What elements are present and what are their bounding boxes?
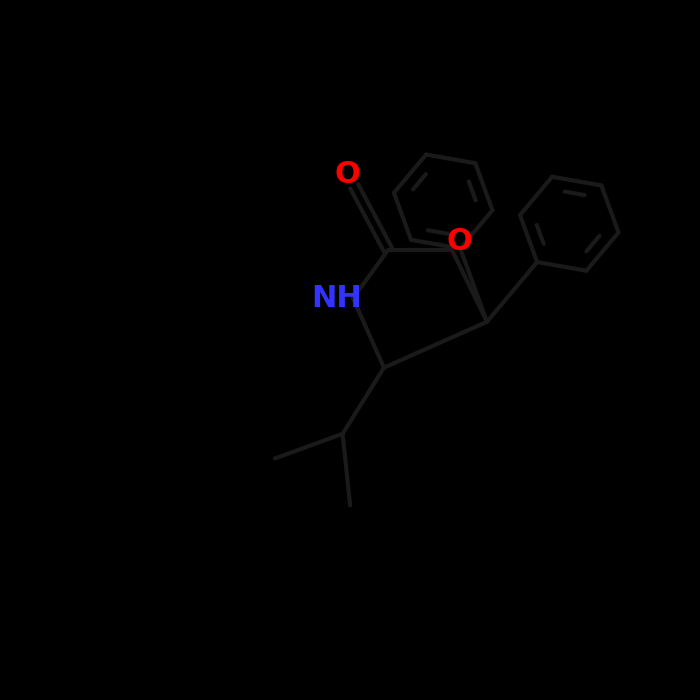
Text: O: O [447, 227, 473, 256]
Text: NH: NH [312, 284, 363, 313]
Text: O: O [335, 160, 360, 188]
